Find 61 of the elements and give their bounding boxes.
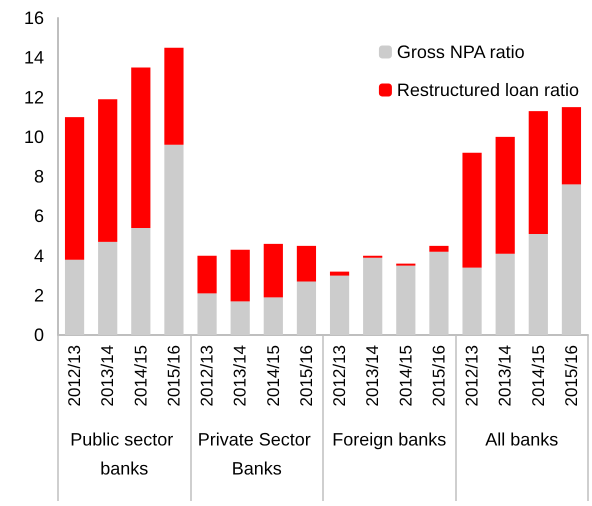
x-tick-label: 2014/15 [264, 345, 283, 406]
x-tick-label: 2013/14 [363, 345, 382, 406]
bar [363, 258, 382, 335]
bar [330, 276, 350, 335]
y-tick-label: 2 [34, 285, 44, 306]
bar [164, 48, 184, 145]
bar [296, 246, 316, 282]
x-tick-label: 2012/13 [198, 345, 217, 406]
bar [64, 117, 84, 260]
x-tick-label: 2015/16 [296, 345, 316, 406]
y-tick-label: 4 [34, 246, 44, 266]
y-tick-label: 16 [24, 8, 44, 28]
x-tick-label: 2012/13 [65, 345, 84, 406]
legend-label: Restructured loan ratio [396, 80, 579, 100]
bar [496, 136, 515, 254]
bar [197, 293, 217, 335]
x-tick-label: 2012/13 [330, 345, 350, 406]
x-tick-label: 2014/15 [131, 345, 150, 406]
bar [462, 268, 482, 335]
bar [429, 246, 449, 252]
x-tick-label: 2014/15 [396, 345, 416, 406]
x-tick-label: 2015/16 [429, 345, 448, 406]
bar [528, 111, 548, 234]
bar [264, 244, 283, 298]
bar [230, 250, 250, 302]
bar [330, 272, 350, 276]
x-tick-label: 2013/14 [98, 345, 118, 406]
bar [164, 144, 184, 335]
bar [462, 152, 482, 268]
x-tick-label: 2013/14 [230, 345, 250, 406]
bar [528, 234, 548, 335]
text: All banks [485, 430, 558, 450]
x-tick-label: 2012/13 [462, 345, 482, 406]
bar [64, 260, 84, 335]
y-tick-label: 12 [24, 87, 44, 108]
bar [429, 252, 449, 335]
legend-label: Gross NPA ratio [396, 42, 525, 62]
bar [98, 99, 118, 242]
bar [562, 107, 582, 184]
x-tick-label: 2013/14 [496, 345, 515, 406]
bar [396, 266, 416, 335]
y-tick-label: 10 [24, 126, 44, 147]
bar [296, 282, 316, 335]
text: Public sector banks [70, 430, 178, 478]
x-tick-label: 2015/16 [562, 345, 581, 406]
bar [230, 301, 250, 335]
bar [131, 228, 150, 335]
text: Private Sector Banks [198, 430, 316, 478]
bar [496, 254, 515, 335]
x-tick-label: 2014/15 [528, 345, 548, 406]
text: Foreign banks [332, 430, 446, 450]
bar [264, 297, 283, 335]
bar [562, 184, 582, 335]
y-tick-label: 8 [34, 166, 44, 186]
y-tick-label: 14 [24, 48, 44, 68]
bar [197, 256, 217, 294]
y-tick-label: 6 [34, 206, 44, 226]
bar [98, 242, 118, 335]
y-tick-label: 0 [34, 325, 44, 345]
bar [131, 68, 150, 228]
x-tick-label: 2015/16 [164, 345, 184, 406]
